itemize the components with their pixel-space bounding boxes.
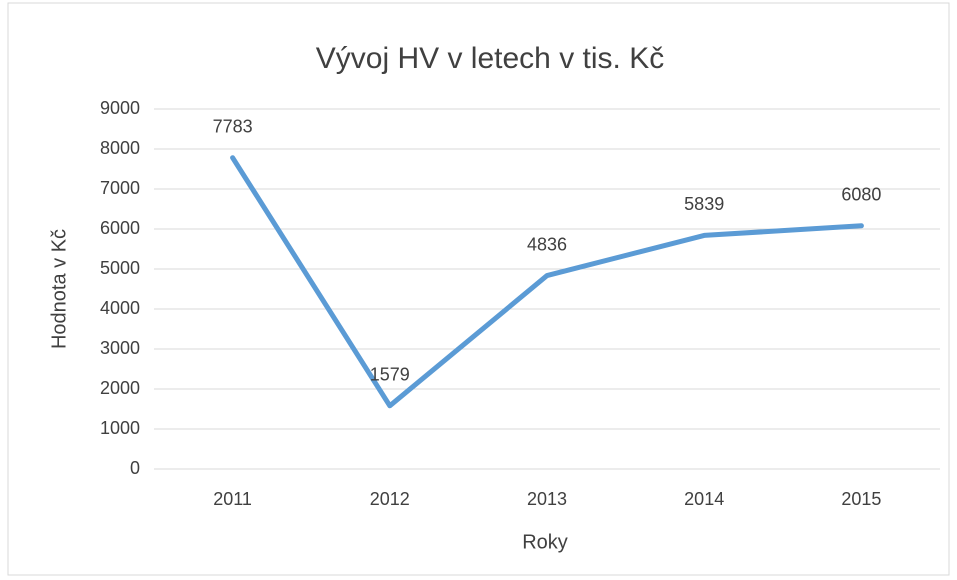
y-tick-label: 3000	[100, 338, 140, 358]
data-label: 5839	[684, 194, 724, 214]
y-tick-label: 1000	[100, 418, 140, 438]
x-tick-label: 2015	[841, 489, 881, 509]
chart-title: Vývoj HV v letech v tis. Kč	[316, 42, 664, 75]
data-label: 4836	[527, 234, 567, 254]
x-tick-label: 2011	[213, 489, 252, 509]
y-tick-label: 7000	[100, 178, 140, 198]
y-tick-label: 4000	[100, 298, 140, 318]
x-tick-label: 2013	[527, 489, 567, 509]
x-tick-label: 2014	[684, 489, 724, 509]
y-tick-label: 2000	[100, 378, 140, 398]
y-tick-label: 8000	[100, 138, 140, 158]
data-label: 6080	[841, 185, 881, 205]
data-line	[230, 155, 864, 409]
data-label: 7783	[213, 116, 253, 136]
y-tick-label: 9000	[100, 98, 140, 118]
y-tick-label: 0	[130, 458, 140, 478]
chart-border	[7, 2, 950, 576]
y-axis-title: Hodnota v Kč	[48, 229, 70, 349]
y-tick-label: 5000	[100, 258, 140, 278]
y-tick-label: 6000	[100, 218, 140, 238]
data-label: 1579	[370, 365, 410, 385]
x-axis-title: Roky	[522, 531, 568, 553]
x-tick-label: 2012	[370, 489, 410, 509]
